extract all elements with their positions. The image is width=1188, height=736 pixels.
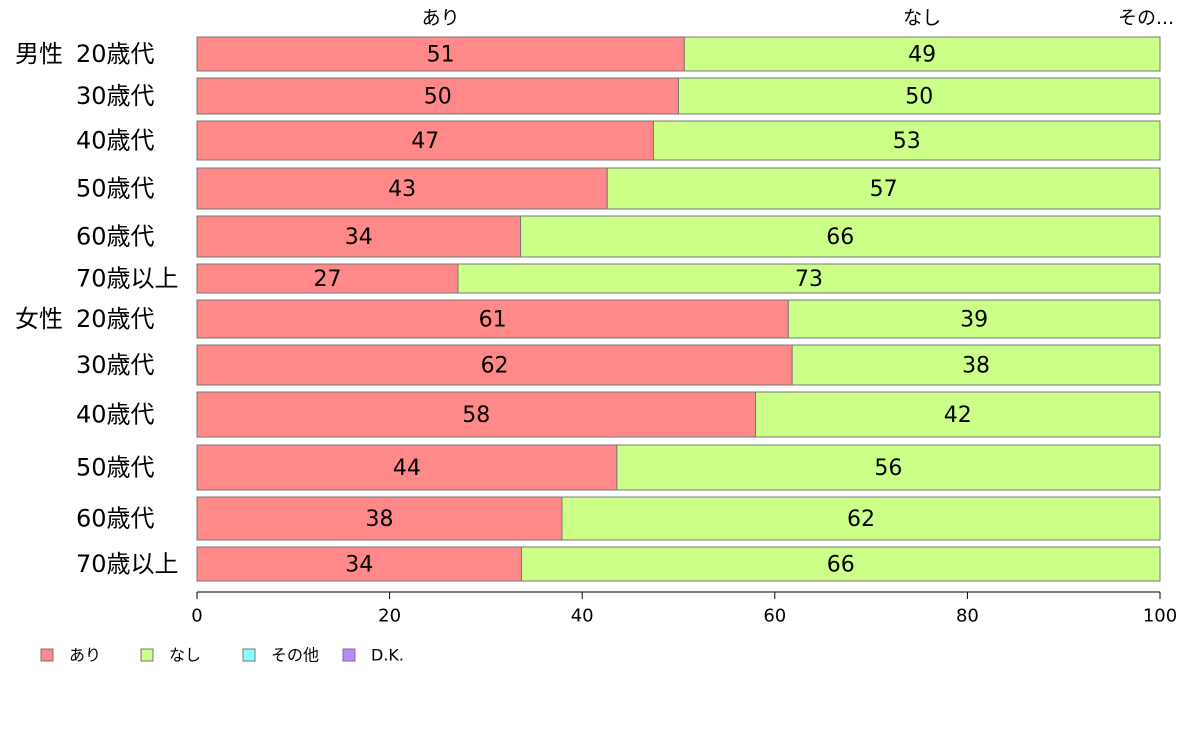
top-series-label: その... [1118,7,1174,29]
data-label: 66 [826,225,854,250]
bar-segment-nashi [755,391,1161,438]
data-label: 61 [479,308,507,333]
x-tick-label: 40 [571,606,594,627]
group-label: 女性 [15,305,63,333]
legend-swatch [40,648,54,662]
data-label: 27 [313,267,341,292]
data-label: 50 [424,85,452,110]
top-series-label: なし [903,7,941,29]
data-label: 50 [905,85,933,110]
legend-swatch [342,648,356,662]
category-label: 20歳代 [76,40,155,68]
legend-label: なし [169,646,201,665]
data-label: 51 [427,43,455,68]
bar-segment-ari [196,496,563,541]
bar-segment-nashi [457,263,1161,294]
bar-segment-nashi [652,120,1161,161]
data-label: 62 [847,507,875,532]
x-tick-label: 60 [763,606,786,627]
data-label: 34 [345,553,373,578]
data-label: 34 [345,225,373,250]
data-label: 38 [962,354,990,379]
group-label: 男性 [15,40,63,68]
legend-label: D.K. [371,646,404,665]
bar-segment-ari [196,391,757,438]
bar-segment-ari [196,546,523,582]
category-label: 70歳以上 [76,550,179,578]
bar-segment-ari [196,299,789,339]
x-tick-label: 0 [191,606,202,627]
category-label: 70歳以上 [76,265,179,293]
data-label: 47 [411,129,439,154]
category-label: 20歳代 [76,305,155,333]
category-label: 60歳代 [76,223,155,251]
bar-segment-ari [196,215,522,258]
data-label: 66 [827,553,855,578]
legend-swatch [140,648,154,662]
data-label: 42 [944,403,972,428]
legend-label: その他 [271,646,319,665]
category-label: 60歳代 [76,505,155,533]
bar-segment-ari [196,120,654,161]
data-label: 49 [908,43,936,68]
category-label: 30歳代 [76,351,155,379]
bar-segment-nashi [616,444,1161,491]
bar-segment-nashi [561,496,1161,541]
data-label: 57 [870,177,898,202]
legend-label: あり [69,646,101,665]
x-tick-label: 20 [378,606,401,627]
data-label: 39 [960,308,988,333]
category-label: 40歳代 [76,401,155,429]
data-label: 58 [462,403,490,428]
bar-segment-nashi [520,215,1161,258]
legend-swatch [242,648,256,662]
bar-segment-nashi [606,167,1161,210]
bar-segment-nashi [791,344,1161,386]
bar-segment-nashi [683,36,1161,72]
bar-segment-ari [196,444,618,491]
bar-segment-ari [196,77,679,115]
data-label: 62 [481,354,509,379]
data-label: 53 [893,129,921,154]
category-label: 50歳代 [76,454,155,482]
data-label: 56 [874,456,902,481]
bar-segment-nashi [521,546,1161,582]
data-label: 43 [388,177,416,202]
category-label: 30歳代 [76,82,155,110]
bar-segment-ari [196,167,608,210]
data-label: 44 [393,456,421,481]
top-series-label: あり [422,7,460,29]
data-label: 73 [795,267,823,292]
x-tick-label: 100 [1143,606,1177,627]
category-label: 40歳代 [76,127,155,155]
bar-segment-ari [196,36,685,72]
category-label: 50歳代 [76,175,155,203]
bar-segment-nashi [678,77,1161,115]
bar-segment-nashi [787,299,1161,339]
x-tick-label: 80 [956,606,979,627]
data-label: 38 [365,507,393,532]
